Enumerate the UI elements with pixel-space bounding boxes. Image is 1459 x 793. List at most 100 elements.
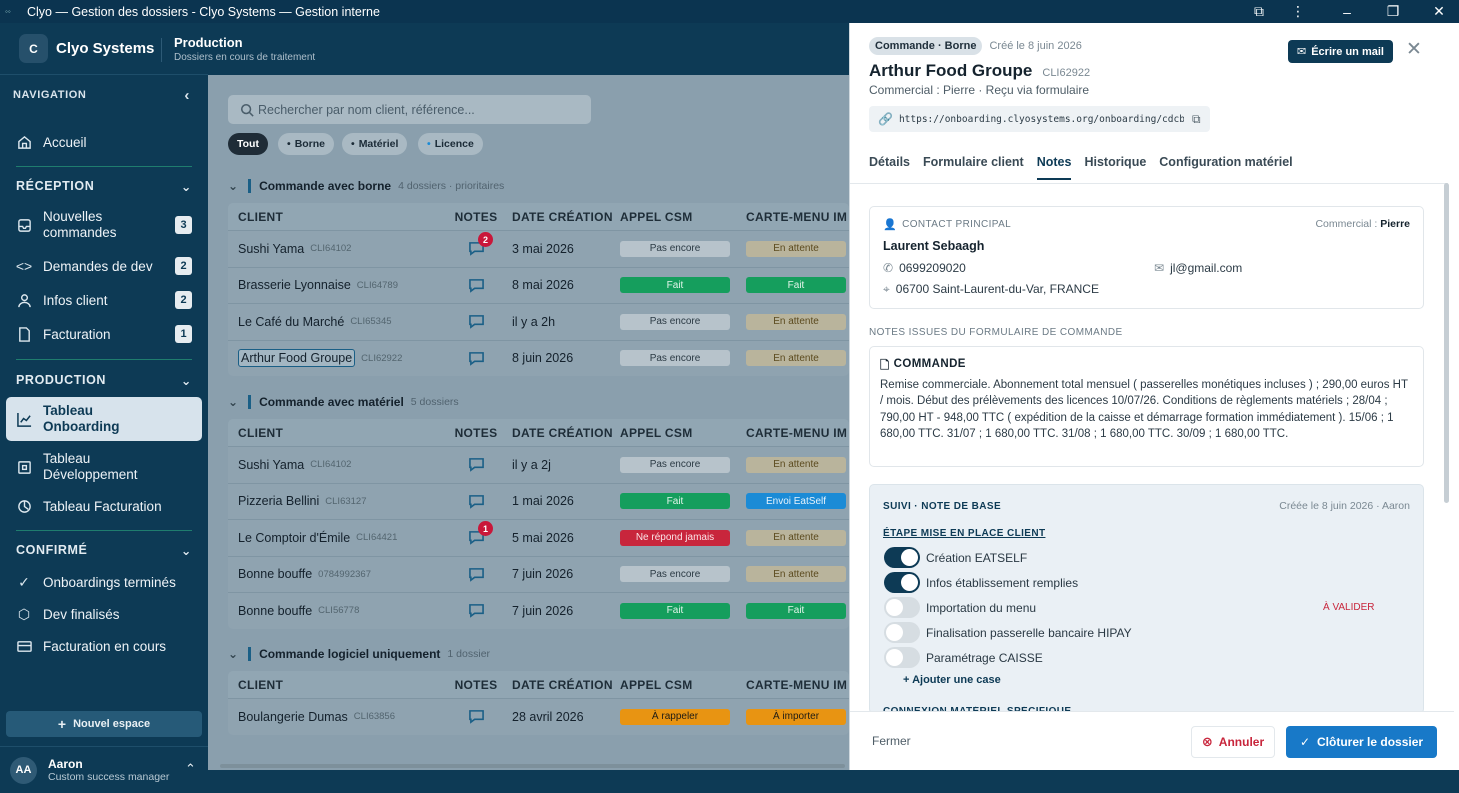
- step-toggle[interactable]: [884, 547, 920, 568]
- col-menu[interactable]: CARTE-MENU IM: [746, 677, 848, 692]
- sidebar-item-tableau-onboarding[interactable]: Tableau Onboarding: [6, 397, 202, 441]
- tab-historique[interactable]: Historique: [1084, 155, 1147, 169]
- csm-status-pill[interactable]: Ne répond jamais: [620, 529, 730, 546]
- tab-configuration-materiel[interactable]: Configuration matériel: [1159, 155, 1293, 169]
- close-window-button[interactable]: ✕: [1433, 3, 1445, 19]
- client-name[interactable]: Arthur Food Groupe: [238, 349, 356, 368]
- notes-cell[interactable]: [448, 278, 504, 293]
- col-menu[interactable]: CARTE-MENU IM: [746, 209, 848, 224]
- notes-cell[interactable]: [448, 494, 504, 509]
- table-row[interactable]: Sushi Yama CLI64102 2 3 mai 2026 Pas encore E…: [228, 230, 849, 267]
- menu-status-pill[interactable]: En attente: [746, 456, 846, 473]
- horizontal-scrollbar[interactable]: [220, 764, 845, 768]
- more-vertical-icon[interactable]: ⋮: [1291, 3, 1305, 19]
- notes-cell[interactable]: [448, 567, 504, 582]
- notes-cell[interactable]: 2: [448, 232, 504, 256]
- tab-notes[interactable]: Notes: [1036, 155, 1072, 180]
- col-csm[interactable]: APPEL CSM: [620, 209, 693, 224]
- table-row[interactable]: Le Comptoir d'Émile CLI64421 1 5 mai 2026 Ne…: [228, 519, 849, 556]
- col-client[interactable]: CLIENT: [238, 209, 284, 224]
- csm-status-pill[interactable]: Pas encore: [620, 350, 730, 367]
- chevron-down-icon[interactable]: ⌄: [228, 647, 239, 661]
- minimize-button[interactable]: –: [1343, 3, 1351, 20]
- sidebar-item-accueil[interactable]: Accueil: [6, 128, 202, 156]
- table-row[interactable]: Brasserie Lyonnaise CLI64789 8 mai 2026 Fai…: [228, 266, 849, 304]
- collapse-sidebar-icon[interactable]: ‹: [184, 86, 190, 104]
- close-icon[interactable]: ✕: [1406, 39, 1422, 60]
- contact-email[interactable]: jl@gmail.com: [1170, 261, 1243, 275]
- comment-icon[interactable]: [468, 603, 485, 618]
- client-name[interactable]: Bonne bouffe: [238, 567, 313, 582]
- col-menu[interactable]: CARTE-MENU IM: [746, 425, 848, 440]
- csm-status-pill[interactable]: Fait: [620, 602, 730, 619]
- comment-icon[interactable]: [468, 567, 485, 582]
- notes-cell[interactable]: [448, 457, 504, 472]
- notes-cell[interactable]: [448, 314, 504, 329]
- menu-status-pill[interactable]: En attente: [746, 313, 846, 330]
- close-dossier-button[interactable]: ✓ Clôturer le dossier: [1286, 726, 1437, 758]
- sidebar-item-tableau-facturation[interactable]: Tableau Facturation: [6, 493, 202, 519]
- table-row[interactable]: Le Café du Marché CLI65345 il y a 2h Pas en…: [228, 303, 849, 340]
- notes-cell[interactable]: [448, 603, 504, 618]
- section-reception[interactable]: RÉCEPTION ⌄: [16, 179, 192, 194]
- client-name[interactable]: Sushi Yama: [238, 241, 305, 256]
- step-toggle[interactable]: [884, 647, 920, 668]
- section-production[interactable]: PRODUCTION ⌄: [16, 373, 192, 388]
- chevron-up-icon[interactable]: ⌃: [185, 761, 196, 776]
- cancel-button[interactable]: ⊗ Annuler: [1191, 726, 1275, 758]
- table-row[interactable]: Boulangerie Dumas CLI63856 28 avril 2026 À …: [228, 698, 849, 735]
- chevron-down-icon[interactable]: ⌄: [228, 395, 239, 409]
- menu-status-pill[interactable]: À importer: [746, 708, 846, 725]
- group-header[interactable]: ⌄ Commande avec matériel 5 dossiers: [228, 395, 459, 409]
- client-name[interactable]: Pizzeria Bellini: [238, 494, 320, 509]
- comment-icon[interactable]: [468, 457, 485, 472]
- comment-icon[interactable]: [468, 351, 485, 366]
- menu-status-pill[interactable]: En attente: [746, 529, 846, 546]
- csm-status-pill[interactable]: Pas encore: [620, 456, 730, 473]
- client-name[interactable]: Brasserie Lyonnaise: [238, 278, 351, 293]
- chevron-down-icon[interactable]: ⌄: [228, 179, 239, 193]
- csm-status-pill[interactable]: Fait: [620, 277, 730, 294]
- col-date[interactable]: DATE CRÉATION: [512, 425, 613, 440]
- comment-icon[interactable]: [468, 709, 485, 724]
- add-step-button[interactable]: + Ajouter une case: [903, 674, 1001, 686]
- col-notes[interactable]: NOTES: [454, 677, 498, 692]
- csm-status-pill[interactable]: Pas encore: [620, 313, 730, 330]
- close-button[interactable]: Fermer: [872, 734, 911, 748]
- filter-borne[interactable]: • Borne: [278, 133, 335, 155]
- col-csm[interactable]: APPEL CSM: [620, 677, 693, 692]
- step-toggle[interactable]: [884, 597, 920, 618]
- step-toggle[interactable]: [884, 622, 920, 643]
- col-client[interactable]: CLIENT: [238, 425, 284, 440]
- col-date[interactable]: DATE CRÉATION: [512, 209, 613, 224]
- maximize-button[interactable]: ❐: [1386, 3, 1400, 19]
- col-client[interactable]: CLIENT: [238, 677, 284, 692]
- comment-icon[interactable]: [468, 314, 485, 329]
- col-date[interactable]: DATE CRÉATION: [512, 677, 613, 692]
- notes-cell[interactable]: [448, 351, 504, 366]
- filter-materiel[interactable]: • Matériel: [342, 133, 408, 155]
- menu-status-pill[interactable]: En attente: [746, 566, 846, 583]
- sidebar-item-dev-finalises[interactable]: ⬡ Dev finalisés: [6, 601, 202, 627]
- onboarding-link[interactable]: 🔗 https://onboarding.clyosystems.org/onb…: [869, 106, 1210, 132]
- search-input[interactable]: Rechercher par nom client, référence...: [228, 95, 591, 124]
- filter-tout[interactable]: Tout: [228, 133, 268, 155]
- contact-phone[interactable]: 0699209020: [899, 261, 966, 275]
- sidebar-item-tableau-developpement[interactable]: Tableau Développement: [6, 449, 202, 485]
- tab-details[interactable]: Détails: [869, 155, 910, 169]
- csm-status-pill[interactable]: À rappeler: [620, 708, 730, 725]
- client-name[interactable]: Sushi Yama: [238, 457, 305, 472]
- csm-status-pill[interactable]: Fait: [620, 493, 730, 510]
- menu-status-pill[interactable]: Fait: [746, 602, 846, 619]
- sidebar-item-onboardings-termines[interactable]: ✓ Onboardings terminés: [6, 569, 202, 595]
- table-row[interactable]: Pizzeria Bellini CLI63127 1 mai 2026 Fait En…: [228, 482, 849, 520]
- client-name[interactable]: Boulangerie Dumas: [238, 709, 348, 724]
- sidebar-item-facturation[interactable]: Facturation 1: [6, 321, 202, 347]
- client-name[interactable]: Bonne bouffe: [238, 603, 313, 618]
- table-row[interactable]: Bonne bouffe CLI56778 7 juin 2026 Fait Fait: [228, 592, 849, 629]
- filter-licence[interactable]: • Licence: [418, 133, 483, 155]
- menu-status-pill[interactable]: Envoi EatSelf: [746, 493, 846, 510]
- csm-status-pill[interactable]: Pas encore: [620, 240, 730, 257]
- table-row[interactable]: Bonne bouffe 0784992367 7 juin 2026 Pas enc…: [228, 555, 849, 593]
- client-name[interactable]: Le Café du Marché: [238, 314, 345, 329]
